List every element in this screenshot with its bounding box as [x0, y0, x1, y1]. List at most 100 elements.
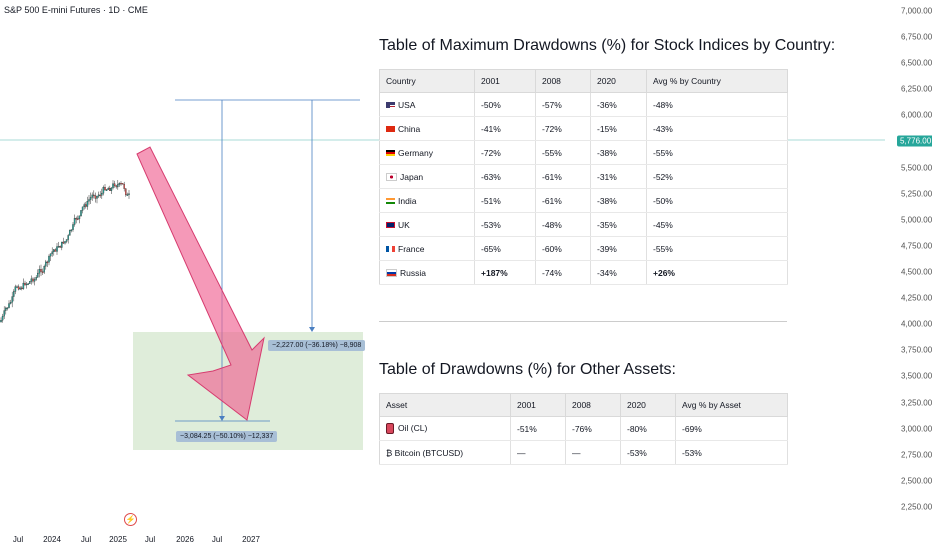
time-tick-label: Jul [12, 535, 24, 544]
country-name: China [398, 123, 421, 134]
value-2001-cell: +187% [474, 260, 536, 285]
price-tick-label: 6,250.00 [901, 84, 932, 94]
candle-body [24, 282, 26, 285]
time-axis[interactable]: Jul 2024 Jul 2025 Jul 2026 Jul 2027 [0, 530, 885, 550]
table-row: Oil (CL) -51% -76% -80% -69% [379, 416, 788, 441]
country-cell: Russia [379, 260, 475, 285]
measure-label-upper: −2,227.00 (−36.18%) −8,908 [268, 340, 366, 351]
header-2020: 2020 [590, 69, 647, 93]
table-row: ₿ Bitcoin (BTCUSD) — — -53% -53% [379, 440, 788, 465]
candle-body [38, 269, 41, 274]
candle-body [112, 183, 114, 189]
value-2008-cell: -61% [535, 188, 591, 213]
symbol-title: S&P 500 E-mini Futures · 1D · CME [4, 5, 148, 15]
section-divider [379, 321, 787, 322]
header-asset: Asset [379, 393, 511, 417]
candle-body [85, 204, 87, 207]
value-2008-cell: -60% [535, 236, 591, 261]
price-tick-label: 3,750.00 [901, 345, 932, 355]
time-tick-label: Jul [144, 535, 156, 544]
candle-body [51, 251, 53, 254]
candle-body [72, 224, 74, 230]
price-tick-label: 6,000.00 [901, 110, 932, 120]
candle-body [35, 277, 37, 280]
candle-body [41, 271, 44, 273]
assets-drawdown-table: Asset 2001 2008 2020 Avg % by Asset Oil … [379, 393, 788, 465]
price-tick-label: 3,250.00 [901, 398, 932, 407]
candle-body [17, 286, 20, 290]
value-2001-cell: -50% [474, 92, 536, 117]
country-cell: India [379, 188, 475, 213]
germany-flag-icon [386, 150, 395, 157]
oil-barrel-icon [386, 423, 394, 435]
india-flag-icon [386, 198, 395, 205]
candle-body [37, 272, 39, 278]
table-header-row: Asset 2001 2008 2020 Avg % by Asset [379, 393, 788, 417]
candle-body [21, 287, 23, 290]
country-cell: USA [379, 92, 475, 117]
candle-body [0, 320, 2, 323]
table-row: Japan -63% -61% -31% -52% [379, 164, 788, 189]
avg-cell: -69% [675, 416, 788, 441]
price-axis[interactable]: 7,000.00 6,750.00 6,500.00 6,250.00 6,000.00… [885, 0, 932, 530]
candle-body [89, 197, 92, 200]
japan-flag-icon [386, 173, 397, 182]
candle-body [65, 239, 68, 242]
value-2008-cell: -55% [535, 140, 591, 165]
candle-body [62, 241, 65, 244]
candle-body [8, 303, 10, 308]
value-2020-cell: -36% [590, 92, 647, 117]
value-2008-cell: -48% [535, 212, 591, 237]
header-country: Country [379, 69, 475, 93]
measure-label-lower: −3,084.25 (−50.10%) −12,337 [176, 431, 278, 442]
candle-body [48, 255, 50, 263]
country-name: Japan [400, 171, 424, 182]
candle-body [91, 194, 93, 198]
candle-body [22, 282, 25, 289]
value-2008-cell: -57% [535, 92, 591, 117]
value-2008-cell: — [565, 440, 621, 465]
price-tick-label: 5,500.00 [901, 163, 932, 173]
candle-body [99, 194, 101, 197]
measure-left-arrowhead [219, 416, 225, 421]
candles [0, 179, 130, 323]
avg-cell: -48% [646, 92, 788, 117]
candle-body [6, 307, 9, 309]
header-2001: 2001 [474, 69, 536, 93]
avg-cell: -43% [646, 116, 788, 141]
uk-flag-icon [386, 222, 395, 229]
candle-body [5, 307, 7, 311]
table-row: USA -50% -57% -36% -48% [379, 92, 788, 117]
country-cell: UK [379, 212, 475, 237]
value-2020-cell: -15% [590, 116, 647, 141]
candle-body [105, 189, 108, 191]
value-2008-cell: -76% [565, 416, 621, 441]
us-flag-icon [386, 102, 395, 109]
candle-body [29, 281, 31, 284]
asset-cell: Oil (CL) [379, 416, 511, 441]
candle-body [53, 249, 55, 252]
candle-body [83, 204, 85, 208]
value-2001-cell: -53% [474, 212, 536, 237]
price-tick-label: 3,000.00 [901, 424, 932, 434]
value-2020-cell: -31% [590, 164, 647, 189]
candle-body [32, 278, 34, 282]
candle-body [125, 188, 127, 195]
price-tick-label: 5,000.00 [901, 215, 932, 225]
avg-cell: -50% [646, 188, 788, 213]
candle-body [109, 188, 111, 191]
candle-body [102, 187, 105, 194]
value-2020-cell: -80% [620, 416, 676, 441]
price-chart[interactable] [0, 0, 885, 530]
candle-body [33, 279, 36, 282]
price-tick-label: 6,500.00 [901, 58, 932, 68]
candle-body [97, 194, 100, 197]
candle-body [61, 241, 63, 248]
candle-body [81, 206, 84, 211]
candle-body [56, 246, 58, 252]
price-tick-label: 3,500.00 [901, 371, 932, 381]
lightning-icon[interactable]: ⚡ [124, 513, 137, 526]
time-tick-label: Jul [80, 535, 92, 544]
value-2008-cell: -74% [535, 260, 591, 285]
